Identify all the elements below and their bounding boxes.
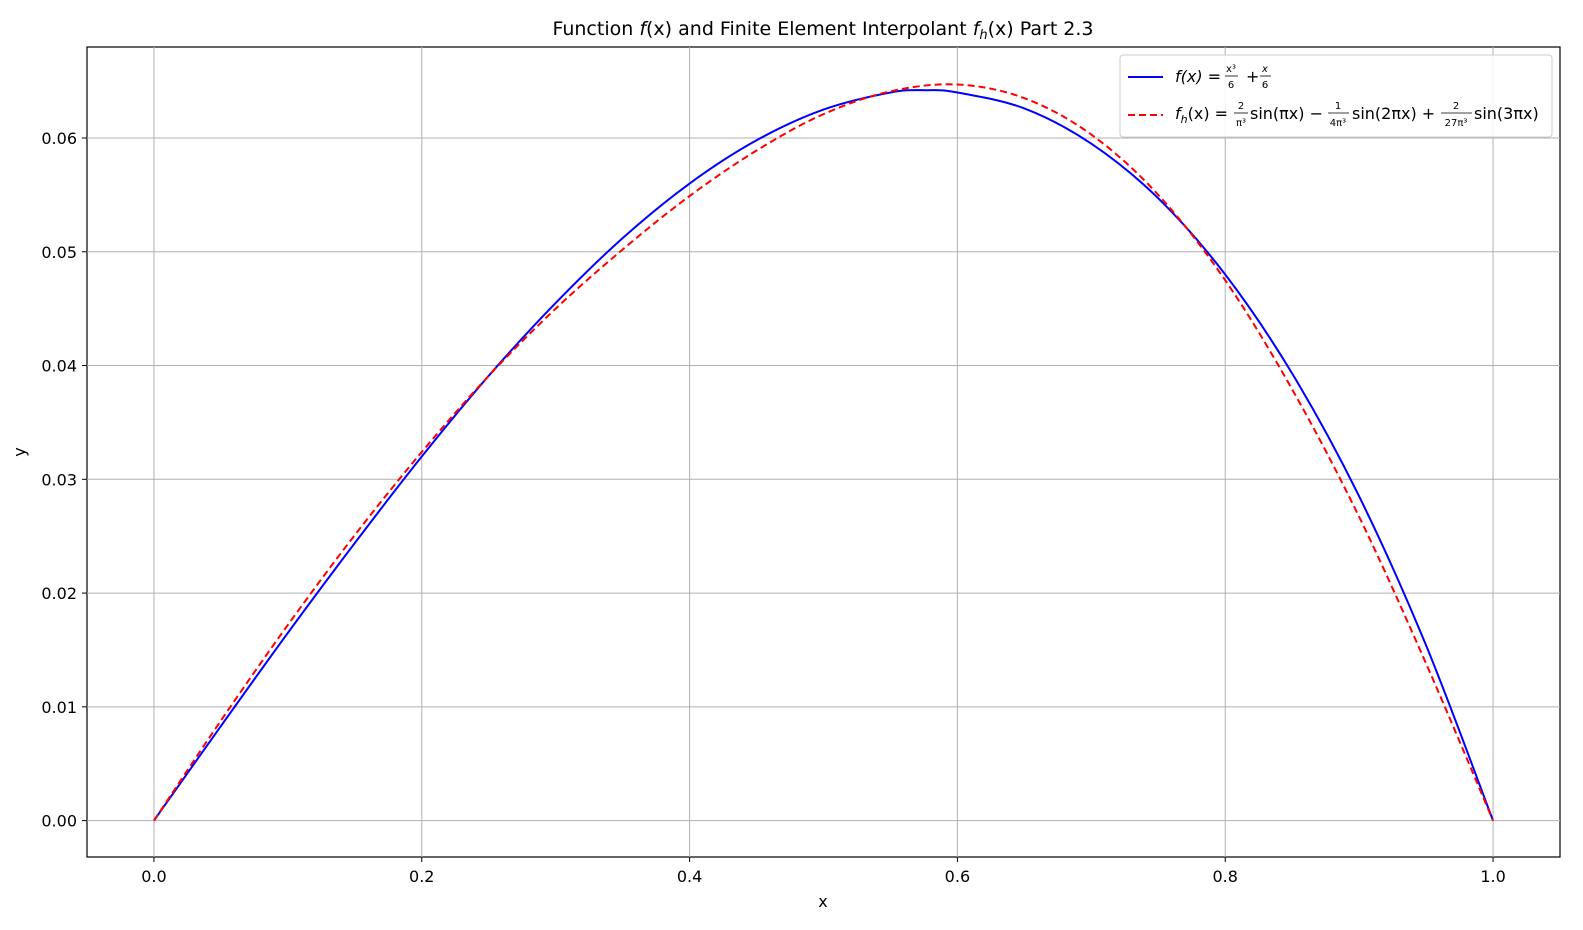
x-tick-label: 0.8 <box>1213 867 1238 886</box>
x-tick-label: 1.0 <box>1480 867 1505 886</box>
y-tick-label: 0.04 <box>41 357 77 376</box>
legend-f-frac2-num: x <box>1261 64 1268 75</box>
legend-fh-t3-den: 27π³ <box>1445 118 1468 129</box>
y-tick-label: 0.00 <box>41 812 77 831</box>
y-tick-label: 0.03 <box>41 470 77 489</box>
legend-fh-t2-num: 1 <box>1335 101 1341 112</box>
legend-f-plus: + <box>1246 67 1259 86</box>
y-tick-label: 0.05 <box>41 243 77 262</box>
series-group <box>153 83 1494 822</box>
x-tick-label: 0.6 <box>945 867 970 886</box>
y-tick-label: 0.06 <box>41 129 77 148</box>
legend-entry-fh: fh(x) = 2 π³ sin(πx) − 1 4π³ sin(2πx) + … <box>1175 101 1539 129</box>
legend-f-label: f(x) = <box>1175 67 1221 86</box>
legend-f-frac2-den: 6 <box>1262 80 1268 91</box>
x-tick-label: 0.2 <box>409 867 434 886</box>
y-tick-label: 0.02 <box>41 584 77 603</box>
legend-fh-t1-fn: sin(πx) − <box>1250 104 1323 123</box>
legend-fh-t3-fn: sin(3πx) <box>1474 104 1539 123</box>
legend-fh-t1-den: π³ <box>1236 118 1246 129</box>
legend-fh-label: fh(x) = <box>1175 104 1228 126</box>
series-line-fh <box>153 83 1494 822</box>
plot-area <box>86 46 1561 858</box>
x-axis-label: x <box>818 892 827 911</box>
y-axis-ticks: 0.00 0.01 0.02 0.03 0.04 0.05 0.06 <box>41 129 87 831</box>
x-axis-ticks: 0.0 0.2 0.4 0.6 0.8 1.0 <box>141 857 1506 886</box>
chart-title: Function f(x) and Finite Element Interpo… <box>552 18 1093 43</box>
legend-fh-t3-num: 2 <box>1453 101 1459 112</box>
legend: f(x) = x³ 6 + x 6 fh(x) = 2 π³ sin(πx) −… <box>1119 54 1553 138</box>
legend-fh-t2-fn: sin(2πx) + <box>1352 104 1435 123</box>
legend-fh-t1-num: 2 <box>1238 101 1244 112</box>
legend-box <box>1119 54 1553 138</box>
x-tick-label: 0.4 <box>677 867 702 886</box>
y-tick-label: 0.01 <box>41 698 77 717</box>
legend-fh-t2-den: 4π³ <box>1330 118 1346 129</box>
legend-f-frac1-num: x³ <box>1226 64 1236 75</box>
series-line-f <box>153 89 1494 822</box>
legend-f-frac1-den: 6 <box>1228 80 1234 91</box>
y-axis-label: y <box>10 447 29 456</box>
grid <box>87 47 1560 857</box>
x-tick-label: 0.0 <box>141 867 166 886</box>
legend-entry-f: f(x) = x³ 6 + x 6 <box>1175 64 1271 91</box>
